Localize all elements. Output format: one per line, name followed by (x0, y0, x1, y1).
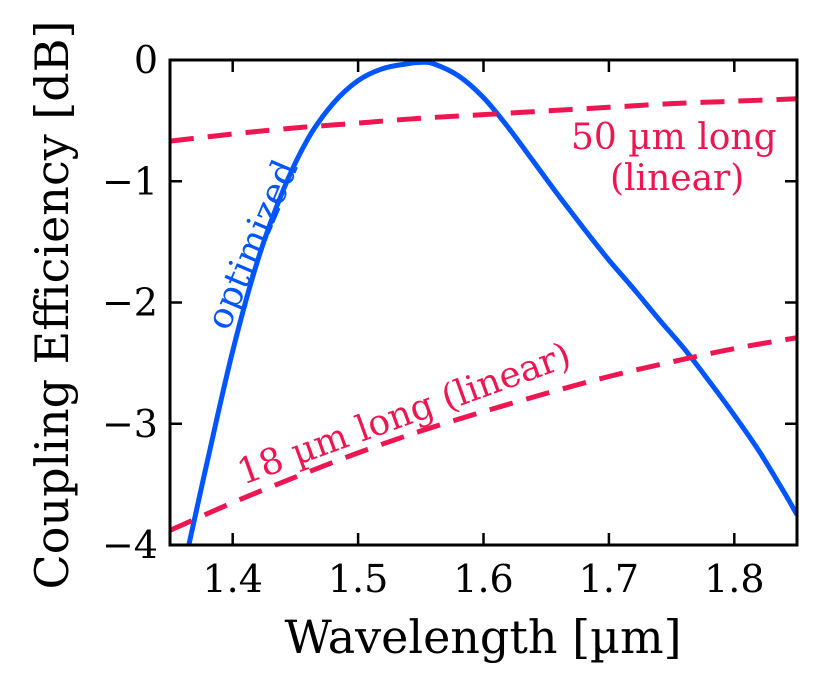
series-line-2 (170, 335, 797, 533)
annotation-50um-long: 50 µm long (571, 117, 777, 158)
annotation-50um-linear: (linear) (610, 158, 744, 199)
x-tick-label: 1.7 (579, 557, 639, 601)
series-line-0 (186, 59, 797, 546)
y-axis-ticks: 0 −1 −2 −3 −4 (102, 38, 797, 567)
annotation-optimized: optimized (199, 154, 307, 335)
annotation-18um-long-linear: 18 µm long (linear) (232, 335, 576, 494)
y-tick-label: −4 (102, 523, 158, 567)
x-tick-label: 1.5 (328, 557, 388, 601)
x-tick-label: 1.6 (453, 557, 513, 601)
y-axis-title: Coupling Efficiency [dB] (25, 21, 79, 590)
y-tick-label: −3 (102, 402, 158, 446)
series-line-1 (170, 96, 797, 144)
plot-frame (168, 58, 799, 547)
x-axis-title: Wavelength [µm] (284, 610, 681, 664)
y-tick-label: −2 (102, 281, 158, 325)
x-axis-ticks: 1.4 1.5 1.6 1.7 1.8 (202, 60, 765, 601)
plot-series (170, 59, 797, 546)
x-tick-label: 1.4 (202, 557, 262, 601)
y-tick-label: 0 (134, 38, 158, 82)
x-tick-label: 1.8 (704, 557, 764, 601)
y-tick-label: −1 (102, 159, 158, 203)
